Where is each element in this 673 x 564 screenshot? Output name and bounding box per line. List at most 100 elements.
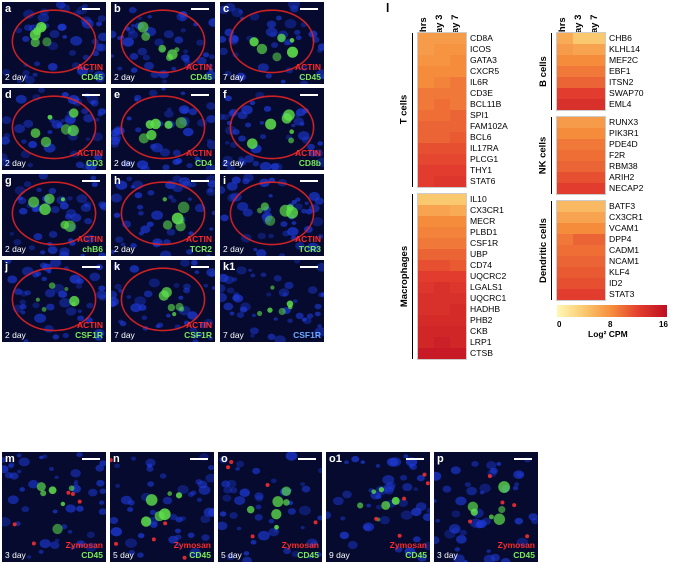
- color-scale-label: Log² CPM: [588, 329, 628, 339]
- gene-label: SPI1: [470, 110, 489, 120]
- marker-label-1: Zymosan: [497, 540, 535, 550]
- marker-label-2: CSF1R: [184, 330, 212, 340]
- heatmap-cell: [434, 99, 450, 110]
- panel-letter: p: [437, 453, 444, 465]
- heatmap-cell: [434, 315, 450, 326]
- day-label: 2 day: [5, 330, 26, 340]
- panel-letter: m: [5, 453, 15, 465]
- micrograph-d: [2, 88, 106, 170]
- heatmap-cell: [434, 55, 450, 66]
- heatmap-cell: [573, 183, 589, 194]
- heatmap-cell: [418, 33, 434, 44]
- gene-label: NCAM1: [609, 256, 640, 266]
- gene-label: EBF1: [609, 66, 631, 76]
- marker-label-1: ACTIN: [77, 320, 103, 330]
- day-label: 2 day: [114, 244, 135, 254]
- heatmap-cell: [450, 293, 466, 304]
- gene-label: CD8A: [470, 33, 493, 43]
- heatmap-cell: [434, 66, 450, 77]
- heatmap-cell: [434, 216, 450, 227]
- heatmap-cell: [557, 88, 573, 99]
- day-label: 5 day: [113, 550, 134, 560]
- gene-label: THY1: [470, 165, 492, 175]
- day-label: 3 day: [437, 550, 458, 560]
- marker-label-2: CD45: [81, 72, 103, 82]
- panel-a: a 2 day ACTIN CD45: [2, 2, 106, 84]
- heatmap-cell: [573, 128, 589, 139]
- panel-letter: o1: [329, 453, 342, 465]
- group-label: T cells: [398, 94, 410, 125]
- group-label: B cells: [537, 55, 549, 87]
- marker-label-1: Zymosan: [173, 540, 211, 550]
- heatmap-cell: [557, 33, 573, 44]
- day-label: 7 day: [223, 330, 244, 340]
- heatmap-block-border: [417, 193, 467, 360]
- heatmap-cell: [434, 194, 450, 205]
- gene-label: F2R: [609, 150, 626, 160]
- gene-label: SWAP70: [609, 88, 644, 98]
- heatmap-cell: [418, 271, 434, 282]
- heatmap-block-border: [556, 200, 606, 301]
- heatmap-cell: [434, 326, 450, 337]
- gene-label: PLCG1: [470, 154, 499, 164]
- day-label: 2 day: [223, 244, 244, 254]
- heatmap-cell: [450, 77, 466, 88]
- heatmap-cell: [434, 348, 450, 359]
- micrograph-k: [111, 260, 215, 342]
- group-label: Dendritic cells: [537, 217, 549, 283]
- micrograph-o: [218, 452, 322, 562]
- heatmap-cell: [589, 77, 605, 88]
- heatmap-cell: [557, 66, 573, 77]
- heatmap-cell: [557, 278, 573, 289]
- panel-letter: k: [114, 261, 121, 273]
- heatmap-cell: [434, 282, 450, 293]
- heatmap-cell: [573, 245, 589, 256]
- marker-label-2: chB6: [82, 244, 103, 254]
- group-bracket: [551, 117, 552, 194]
- heatmap-block-border: [417, 32, 467, 188]
- gene-label: UQCRC2: [470, 271, 507, 281]
- gene-label: EML4: [609, 99, 632, 109]
- color-scale-bar: [557, 305, 667, 317]
- heatmap-cell: [434, 77, 450, 88]
- gene-label: ARIH2: [609, 172, 635, 182]
- heatmap-cell: [418, 293, 434, 304]
- heatmap-cell: [450, 44, 466, 55]
- gene-label: BCL11B: [470, 99, 502, 109]
- heatmap-cell: [418, 260, 434, 271]
- panel-f: f 2 day ACTIN CD8b: [220, 88, 324, 170]
- heatmap-cell: [557, 77, 573, 88]
- scale-bar: [300, 8, 318, 10]
- heatmap-cell: [418, 304, 434, 315]
- marker-label-1: ACTIN: [295, 148, 321, 158]
- gene-label: GATA3: [470, 55, 497, 65]
- heatmap-cell: [418, 205, 434, 216]
- panel-g: g 2 day ACTIN chB6: [2, 174, 106, 256]
- heatmap-cell: [573, 212, 589, 223]
- heatmap-cell: [557, 150, 573, 161]
- heatmap-cell: [557, 99, 573, 110]
- heatmap-cell: [450, 326, 466, 337]
- heatmap-cell: [589, 88, 605, 99]
- heatmap-cell: [418, 121, 434, 132]
- heatmap-cell: [418, 165, 434, 176]
- heatmap-block-border: [556, 116, 606, 195]
- gene-label: FAM102A: [470, 121, 508, 131]
- marker-label-1: ACTIN: [186, 62, 212, 72]
- heatmap-cell: [589, 139, 605, 150]
- heatmap-cell: [450, 282, 466, 293]
- micrograph-k1: [220, 260, 324, 342]
- gene-label: UBP: [470, 249, 488, 259]
- gene-label: BATF3: [609, 201, 636, 211]
- marker-label-2: CD45: [513, 550, 535, 560]
- scale-bar: [82, 458, 100, 460]
- gene-label: VCAM1: [609, 223, 639, 233]
- panel-e: e 2 day ACTIN CD4: [111, 88, 215, 170]
- micrograph-f: [220, 91, 324, 170]
- heatmap-cell: [450, 304, 466, 315]
- gene-label: RUNX3: [609, 117, 639, 127]
- day-label: 5 day: [221, 550, 242, 560]
- marker-label-2: TCR2: [189, 244, 212, 254]
- gene-label: ITSN2: [609, 77, 634, 87]
- heatmap-cell: [434, 132, 450, 143]
